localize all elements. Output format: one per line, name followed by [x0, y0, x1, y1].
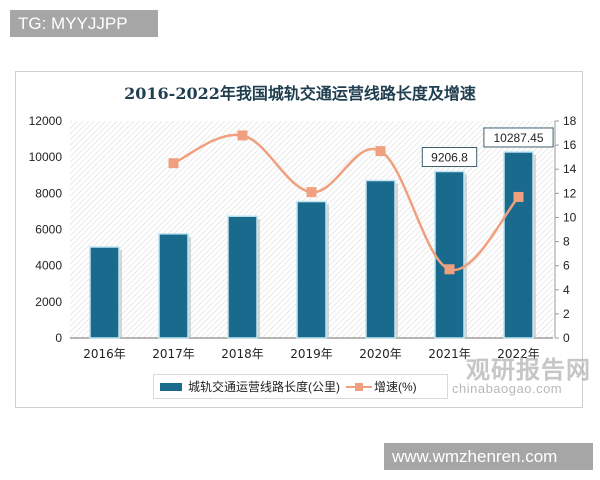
- watermark-logo-cn: 观研报告网: [466, 357, 591, 384]
- right-axis-tick: 16: [563, 138, 577, 152]
- x-axis-tick: 2018年: [221, 347, 264, 361]
- legend-bar-swatch-icon: [160, 382, 182, 391]
- data-label-box: [483, 127, 554, 148]
- x-axis-tick: 2021年: [428, 347, 471, 361]
- line-series: [168, 130, 524, 275]
- right-axis-tick: 8: [563, 235, 570, 249]
- data-label: 10287.45: [493, 131, 543, 145]
- left-axis-tick: 0: [55, 331, 62, 345]
- legend-line-swatch-icon: [346, 380, 372, 394]
- chart-legend: 城轨交通运营线路长度(公里) 增速(%): [153, 374, 448, 399]
- legend-line-label: 增速(%): [374, 380, 417, 394]
- right-axis-tick: 12: [563, 186, 577, 200]
- left-axis: 0 2000 4000 6000 8000 10000 12000: [29, 114, 63, 345]
- right-axis-tick: 2: [563, 307, 570, 321]
- right-axis-tick: 0: [563, 331, 570, 345]
- right-axis-tick: 14: [563, 162, 577, 176]
- left-axis-tick: 6000: [35, 223, 62, 237]
- line-marker: [375, 146, 386, 157]
- data-labels: 9206.8 10287.45: [421, 127, 554, 168]
- left-axis-tick: 4000: [35, 259, 62, 273]
- bar: [503, 151, 534, 339]
- watermark-logo-en: chinabaogao.com: [452, 381, 563, 396]
- data-label-box: [421, 147, 478, 168]
- right-axis-tick: 10: [563, 210, 577, 224]
- line-marker: [513, 191, 524, 202]
- x-axis-tick: 2020年: [359, 347, 402, 361]
- x-axis-tick: 2017年: [152, 347, 195, 361]
- right-axis-tick: 18: [563, 114, 577, 128]
- bar-series: [89, 151, 536, 339]
- left-axis-tick: 2000: [35, 295, 62, 309]
- bar: [227, 215, 258, 339]
- left-axis-tick: 12000: [29, 114, 63, 128]
- x-axis-tick: 2019年: [290, 347, 333, 361]
- bar: [365, 179, 396, 339]
- watermark-tag-bottom: www.wmzhenren.com: [384, 443, 593, 470]
- x-axis-tick: 2016年: [83, 347, 126, 361]
- bar: [158, 233, 189, 339]
- right-axis: 0 2 4 6 8 10 12 14 16 18: [554, 114, 577, 345]
- line-marker: [306, 187, 317, 198]
- left-axis-tick: 8000: [35, 186, 62, 200]
- left-axis-tick: 10000: [29, 150, 63, 164]
- line-marker: [168, 158, 179, 169]
- right-axis-tick: 6: [563, 259, 570, 273]
- legend-bar-label: 城轨交通运营线路长度(公里): [188, 380, 340, 394]
- x-axis-tick: 2022年: [497, 347, 540, 361]
- right-axis-tick: 4: [563, 283, 570, 297]
- x-axis-labels: 2016年 2017年 2018年 2019年 2020年 2021年 2022年: [83, 347, 540, 361]
- line-marker: [237, 130, 248, 141]
- data-label: 9206.8: [431, 151, 468, 165]
- line-marker: [444, 264, 455, 275]
- bar: [434, 170, 465, 339]
- bar: [296, 200, 327, 339]
- watermark-tag-top: TG: MYYJJPP: [10, 10, 158, 37]
- chart-title: 2016-2022年我国城轨交通运营线路长度及增速: [124, 84, 476, 103]
- bar: [89, 246, 120, 339]
- chart-frame: [15, 71, 583, 408]
